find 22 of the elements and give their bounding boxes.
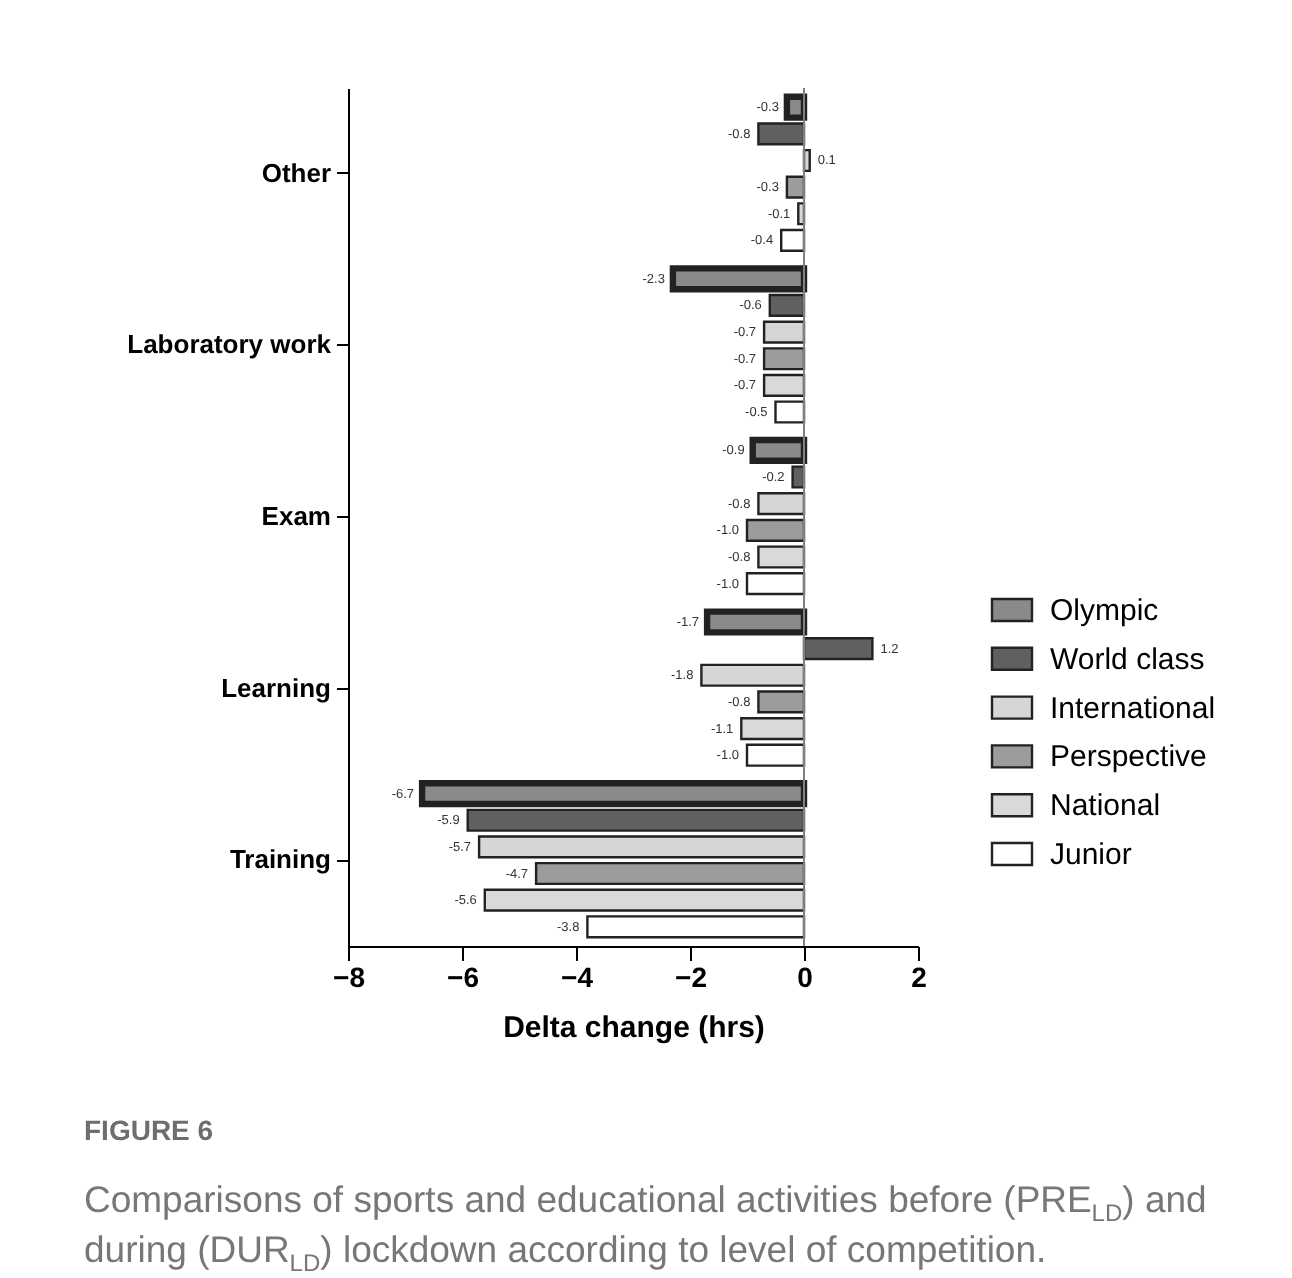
x-tick-label: 2 (911, 961, 928, 993)
legend-label: World class (1050, 642, 1205, 677)
y-tick-label: Training (229, 844, 332, 875)
legend-label: National (1050, 789, 1161, 824)
legend-label: Perspective (1050, 740, 1207, 775)
x-tick-label: −2 (675, 961, 708, 993)
legend-label: Olympic (1050, 594, 1160, 628)
x-tick-label: −4 (561, 961, 594, 993)
y-tick-label: Other (261, 157, 331, 188)
bar (745, 743, 806, 767)
legend-label: International (1050, 691, 1216, 726)
y-tick-label: Learning (221, 672, 332, 703)
text: FIGURE 6 (84, 1114, 214, 1146)
bar (534, 861, 806, 886)
x-axis-title: Delta change (hrs) (503, 1011, 765, 1045)
x-tick-label: −8 (333, 961, 366, 993)
legend-label: Junior (1050, 838, 1132, 872)
bar (780, 228, 806, 253)
x-tick-label: 0 (797, 961, 814, 993)
y-tick-label: Laboratory work (127, 329, 333, 360)
x-tick-label: −6 (447, 961, 480, 993)
y-tick-label: Exam (261, 501, 331, 531)
